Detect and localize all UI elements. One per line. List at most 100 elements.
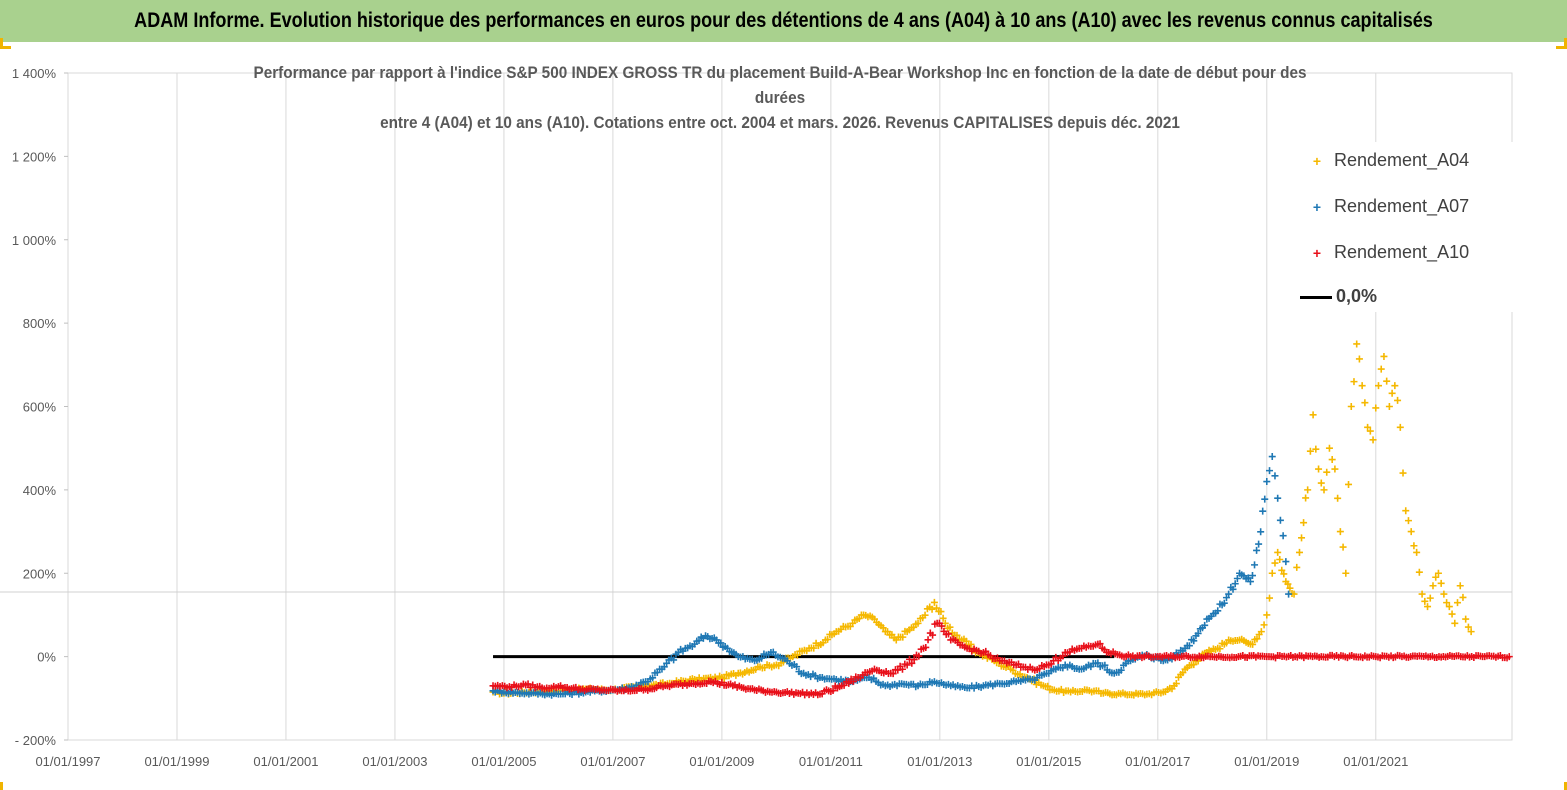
data-point	[852, 673, 860, 681]
data-point	[1194, 629, 1202, 637]
data-point	[1380, 352, 1388, 360]
x-tick-label: 01/01/2001	[253, 754, 318, 769]
data-point	[716, 672, 724, 680]
data-point	[1456, 582, 1464, 590]
y-tick-label: 0%	[37, 650, 56, 665]
legend-label-a07: Rendement_A07	[1334, 196, 1470, 216]
data-point	[1279, 532, 1287, 540]
data-point	[536, 682, 544, 690]
data-point	[1222, 594, 1230, 602]
data-point	[1350, 378, 1358, 386]
data-point	[1119, 689, 1127, 697]
data-point	[1244, 574, 1252, 582]
data-point	[1295, 548, 1303, 556]
data-point	[1185, 642, 1193, 650]
data-point	[721, 642, 729, 650]
y-axis: 1 400% 1 200% 1 000% 800% 600% 400% 200% 0% - 20…	[12, 66, 57, 748]
data-point	[1309, 411, 1317, 419]
data-point	[879, 624, 887, 632]
y-tick-label: 600%	[23, 400, 57, 415]
data-point	[1255, 540, 1263, 548]
data-point	[944, 630, 952, 638]
data-point	[1370, 652, 1378, 660]
data-point	[1117, 666, 1125, 674]
data-point	[1443, 599, 1451, 607]
data-point	[894, 666, 902, 674]
grid-layer	[0, 72, 1513, 741]
data-point	[849, 677, 857, 685]
data-point	[1503, 654, 1511, 662]
data-point	[917, 645, 925, 653]
data-point	[814, 691, 822, 699]
data-point	[1246, 578, 1254, 586]
data-point	[1286, 584, 1294, 592]
data-point	[961, 643, 969, 651]
data-point	[855, 615, 863, 623]
data-point	[962, 637, 970, 645]
data-point	[661, 682, 669, 690]
data-point	[931, 620, 939, 628]
frame-corner-bottom-left	[0, 782, 11, 790]
data-point	[1391, 382, 1399, 390]
frame-corner-bottom-right	[1556, 782, 1567, 790]
data-point	[1172, 680, 1180, 688]
data-point	[1244, 639, 1252, 647]
data-point	[1266, 594, 1274, 602]
data-point	[1037, 681, 1045, 689]
data-point	[1445, 603, 1453, 611]
plus-marker-icon: +	[1312, 199, 1322, 215]
data-point	[899, 633, 907, 641]
x-tick-label: 01/01/2007	[580, 754, 645, 769]
data-point	[1263, 611, 1271, 619]
data-point	[1179, 669, 1187, 677]
chart-title: Performance par rapport à l'indice S&P 5…	[170, 60, 1390, 135]
data-point	[1257, 528, 1265, 536]
data-point	[1361, 399, 1369, 407]
data-point	[915, 652, 923, 660]
data-point	[1306, 447, 1314, 455]
data-point	[1285, 590, 1293, 598]
data-point	[792, 689, 800, 697]
y-tick-label: 1 000%	[12, 233, 57, 248]
data-point	[754, 663, 762, 671]
data-point	[1092, 641, 1100, 649]
data-point	[720, 675, 728, 683]
data-point	[846, 622, 854, 630]
series-rendement_a04	[489, 340, 1475, 699]
data-point	[1276, 516, 1284, 524]
data-point	[699, 634, 707, 642]
data-point	[1284, 580, 1292, 588]
data-point	[1266, 467, 1274, 475]
data-point	[1096, 640, 1104, 648]
data-point	[1059, 664, 1067, 672]
data-point	[797, 670, 805, 678]
data-point	[1190, 637, 1198, 645]
data-point	[912, 683, 920, 691]
data-point	[1385, 403, 1393, 410]
data-point	[717, 639, 725, 647]
data-point	[1271, 472, 1279, 480]
data-point	[765, 650, 773, 658]
data-point	[1274, 494, 1282, 502]
data-point	[1157, 689, 1165, 697]
data-point	[1328, 456, 1336, 464]
data-point	[618, 687, 626, 695]
line-marker-icon	[1300, 295, 1332, 299]
data-point	[939, 614, 947, 622]
data-point	[1268, 569, 1276, 577]
data-point	[928, 605, 936, 613]
data-point	[1462, 615, 1470, 623]
data-point	[1271, 559, 1279, 567]
x-tick-label: 01/01/2017	[1125, 754, 1190, 769]
data-point	[977, 683, 985, 691]
data-point	[1345, 480, 1353, 488]
data-point	[1339, 543, 1347, 551]
data-point	[1404, 517, 1412, 525]
data-point	[819, 639, 827, 647]
data-point	[688, 642, 696, 650]
legend-label-a10: Rendement_A10	[1334, 242, 1470, 262]
data-point	[1342, 569, 1350, 577]
data-point	[1190, 661, 1198, 669]
data-point	[1407, 528, 1415, 536]
data-point	[1320, 486, 1328, 494]
